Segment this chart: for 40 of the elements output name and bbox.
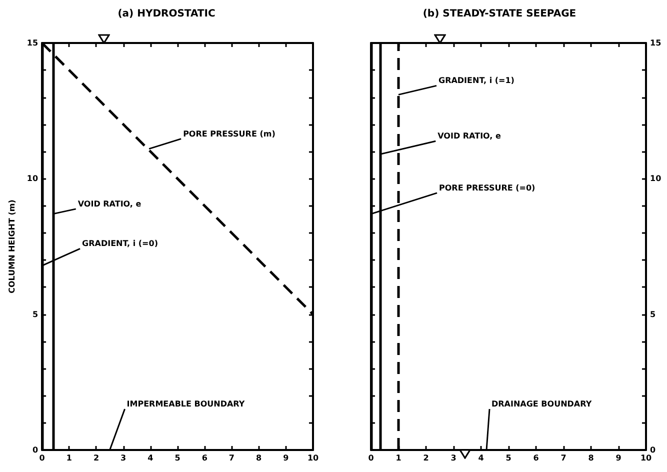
y-axis-title: COLUMN HEIGHT (m) bbox=[8, 200, 16, 294]
x-tick-label: 5 bbox=[506, 454, 512, 462]
x-tick-label: 6 bbox=[202, 454, 208, 462]
ref-line-label: VOID RATIO, e bbox=[438, 132, 502, 141]
y-tick-label: 0 bbox=[650, 446, 656, 454]
x-tick-label: 4 bbox=[478, 454, 484, 462]
x-tick-label: 7 bbox=[560, 454, 566, 462]
y-tick-label: 15 bbox=[26, 38, 38, 48]
x-tick-label: 8 bbox=[256, 454, 262, 462]
ref-line-label: VOID RATIO, e bbox=[78, 199, 142, 208]
chart-title: (a) HYDROSTATIC bbox=[118, 8, 216, 20]
x-tick-label: 0 bbox=[39, 454, 46, 462]
x-tick-label: 2 bbox=[93, 454, 100, 462]
x-tick-label: 1 bbox=[396, 454, 402, 462]
annotation: PORE PRESSURE (m) bbox=[183, 129, 276, 138]
chart-title: (b) STEADY-STATE SEEPAGE bbox=[422, 8, 576, 20]
x-tick-label: 5 bbox=[174, 454, 181, 462]
y-tick-label: 5 bbox=[32, 310, 38, 319]
x-tick-label: 6 bbox=[533, 454, 540, 462]
y-tick-label: 5 bbox=[650, 310, 656, 319]
x-tick-label: 9 bbox=[616, 454, 622, 462]
x-tick-label: 9 bbox=[283, 454, 290, 462]
x-tick-label: 8 bbox=[588, 454, 594, 462]
y-tick-label: 10 bbox=[650, 174, 662, 184]
x-tick-label: 1 bbox=[66, 454, 72, 462]
x-tick-label: 3 bbox=[120, 454, 126, 462]
x-tick-label: 4 bbox=[148, 454, 154, 462]
x-tick-label: 0 bbox=[368, 454, 374, 462]
y-tick-label: 0 bbox=[32, 446, 38, 454]
x-tick-label: 10 bbox=[307, 454, 319, 462]
ref-line-label: GRADIENT, i (=1) bbox=[438, 76, 514, 86]
y-tick-label: 15 bbox=[650, 38, 662, 48]
x-tick-label: 7 bbox=[228, 454, 234, 462]
ref-line-label: PORE PRESSURE (=0) bbox=[439, 183, 536, 192]
x-tick-label: 2 bbox=[423, 454, 429, 462]
x-tick-label: 3 bbox=[450, 454, 456, 462]
y-tick-label: 10 bbox=[26, 174, 38, 184]
ref-line-label: GRADIENT, i (=0) bbox=[82, 239, 158, 248]
annotation: DRAINAGE BOUNDARY bbox=[492, 400, 592, 408]
annotation: IMPERMEABLE BOUNDARY bbox=[126, 400, 245, 408]
